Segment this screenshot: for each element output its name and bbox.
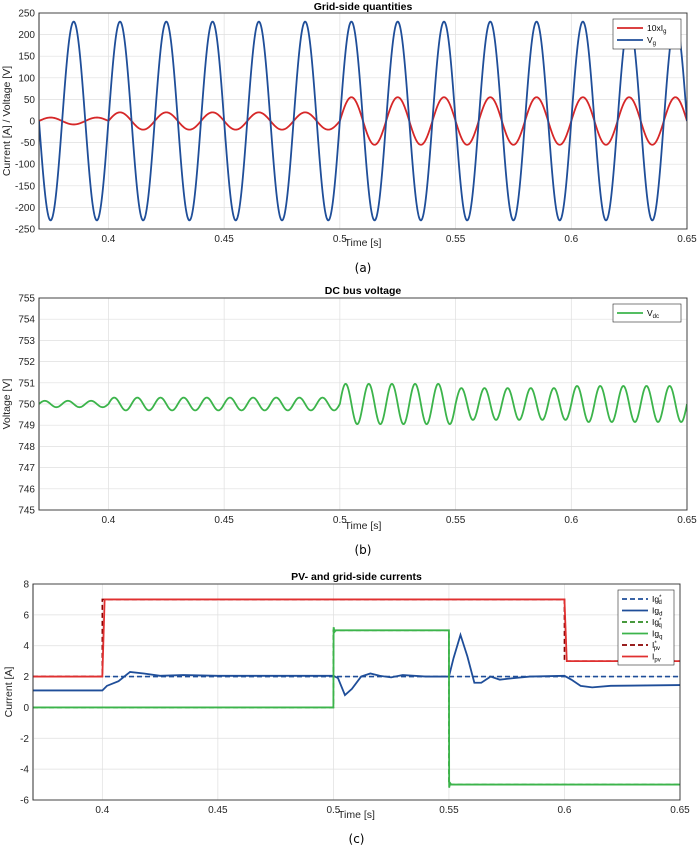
y-tick-label: 200 <box>18 30 35 41</box>
x-tick-label: 0.4 <box>101 515 115 526</box>
x-tick-label: 0.5 <box>333 234 347 245</box>
panel-caption: (a) <box>355 261 372 275</box>
plot-border <box>32 583 681 801</box>
y-tick-label: 750 <box>18 400 35 411</box>
y-axis-label: Current [A] / Voltage [V] <box>1 66 13 176</box>
x-tick-label: 0.4 <box>95 805 109 816</box>
y-tick-label: 752 <box>18 357 35 368</box>
plot-border <box>38 12 688 230</box>
x-tick-label: 0.55 <box>446 234 466 245</box>
y-tick-label: 751 <box>18 378 35 389</box>
chart-panel-b: 0.4 0.45 0.5 0.55 0.6 0.65 745 746 747 748 749 750 7… <box>1 285 697 557</box>
x-axis-label: Time [s] <box>345 520 382 532</box>
y-tick-label: -250 <box>15 225 35 236</box>
y-tick-label: -100 <box>15 160 35 171</box>
legend-entry-I_pv*: I* pv <box>652 640 660 652</box>
y-tick-label: -2 <box>20 734 29 745</box>
x-tick-label: 0.6 <box>564 515 578 526</box>
series-line-V_g <box>39 20 687 222</box>
y-axis-label: Voltage [V] <box>1 379 13 430</box>
x-tick-label: 0.4 <box>101 234 115 245</box>
series-line-Ig_d <box>33 631 680 697</box>
y-tick-label: 250 <box>18 9 35 20</box>
y-tick-label: 745 <box>18 506 35 517</box>
legend-entry-V_g: Vg <box>647 35 656 47</box>
x-tick-label: 0.45 <box>214 515 234 526</box>
chart-title: Grid-side quantities <box>314 1 413 13</box>
y-tick-label: -50 <box>21 138 36 149</box>
legend-entry-10xI_g: 10xIg <box>647 23 666 35</box>
series-line-V_dc <box>39 382 687 426</box>
x-tick-label: 0.55 <box>446 515 466 526</box>
x-tick-label: 0.6 <box>564 234 578 245</box>
legend-entry-I_pv: Ipv <box>652 652 661 664</box>
legend-entry-V_dc: Vdc <box>647 308 659 320</box>
y-tick-label: 747 <box>18 463 35 474</box>
y-tick-label: 100 <box>18 73 35 84</box>
y-tick-label: -150 <box>15 181 35 192</box>
legend-box <box>612 18 682 50</box>
x-tick-label: 0.5 <box>326 805 340 816</box>
x-tick-label: 0.45 <box>208 805 228 816</box>
panel-caption: (b) <box>355 543 372 557</box>
y-axis-label: Current [A] <box>3 667 15 718</box>
x-tick-label: 0.55 <box>439 805 459 816</box>
legend-box <box>617 589 675 666</box>
y-tick-label: 8 <box>23 580 29 591</box>
y-tick-label: 0 <box>29 117 35 128</box>
y-tick-label: 6 <box>23 610 29 621</box>
chart-panel-a: 0.4 0.45 0.5 0.55 0.6 0.65 -250 -200 -150 -100 -50… <box>1 1 697 275</box>
y-tick-label: 150 <box>18 52 35 63</box>
y-tick-label: 749 <box>18 421 35 432</box>
y-tick-label: 0 <box>23 703 29 714</box>
x-tick-label: 0.65 <box>677 234 697 245</box>
y-tick-label: 4 <box>23 641 29 652</box>
y-tick-label: 748 <box>18 442 35 453</box>
x-tick-label: 0.65 <box>670 805 690 816</box>
legend-entry-Ig_q: Igq <box>652 629 662 641</box>
plot-border <box>38 297 688 511</box>
x-tick-label: 0.6 <box>558 805 572 816</box>
y-tick-label: 50 <box>24 95 36 106</box>
y-tick-label: 746 <box>18 484 35 495</box>
legend-entry-Ig_d*: Ig* d <box>652 594 662 606</box>
y-tick-label: 753 <box>18 336 35 347</box>
y-tick-label: 755 <box>18 294 35 305</box>
chart-title: PV- and grid-side currents <box>291 571 422 583</box>
x-axis-label: Time [s] <box>338 809 375 821</box>
legend-box <box>612 303 682 323</box>
y-tick-label: 2 <box>23 672 29 683</box>
series-line-Ig_q <box>33 627 680 788</box>
x-tick-label: 0.65 <box>677 515 697 526</box>
legend-entry-Ig_q*: Ig* q <box>652 617 662 629</box>
x-axis-label: Time [s] <box>345 237 382 249</box>
chart-title: DC bus voltage <box>325 285 402 297</box>
y-tick-label: -4 <box>20 765 29 776</box>
series-line-I_pv <box>33 598 680 678</box>
y-tick-label: -200 <box>15 203 35 214</box>
legend: Vdc <box>612 303 682 323</box>
panel-caption: (c) <box>349 832 365 846</box>
plot-area <box>32 583 681 801</box>
y-tick-label: 754 <box>18 315 35 326</box>
legend-entry-Ig_d: Igd <box>652 606 662 618</box>
chart-panel-c: 0.4 0.45 0.5 0.55 0.6 0.65 -6 -4 -2 0 2 4 6 8 PV- and … <box>3 571 690 846</box>
x-tick-label: 0.45 <box>214 234 234 245</box>
y-tick-label: -6 <box>20 796 29 807</box>
x-tick-label: 0.5 <box>333 515 347 526</box>
